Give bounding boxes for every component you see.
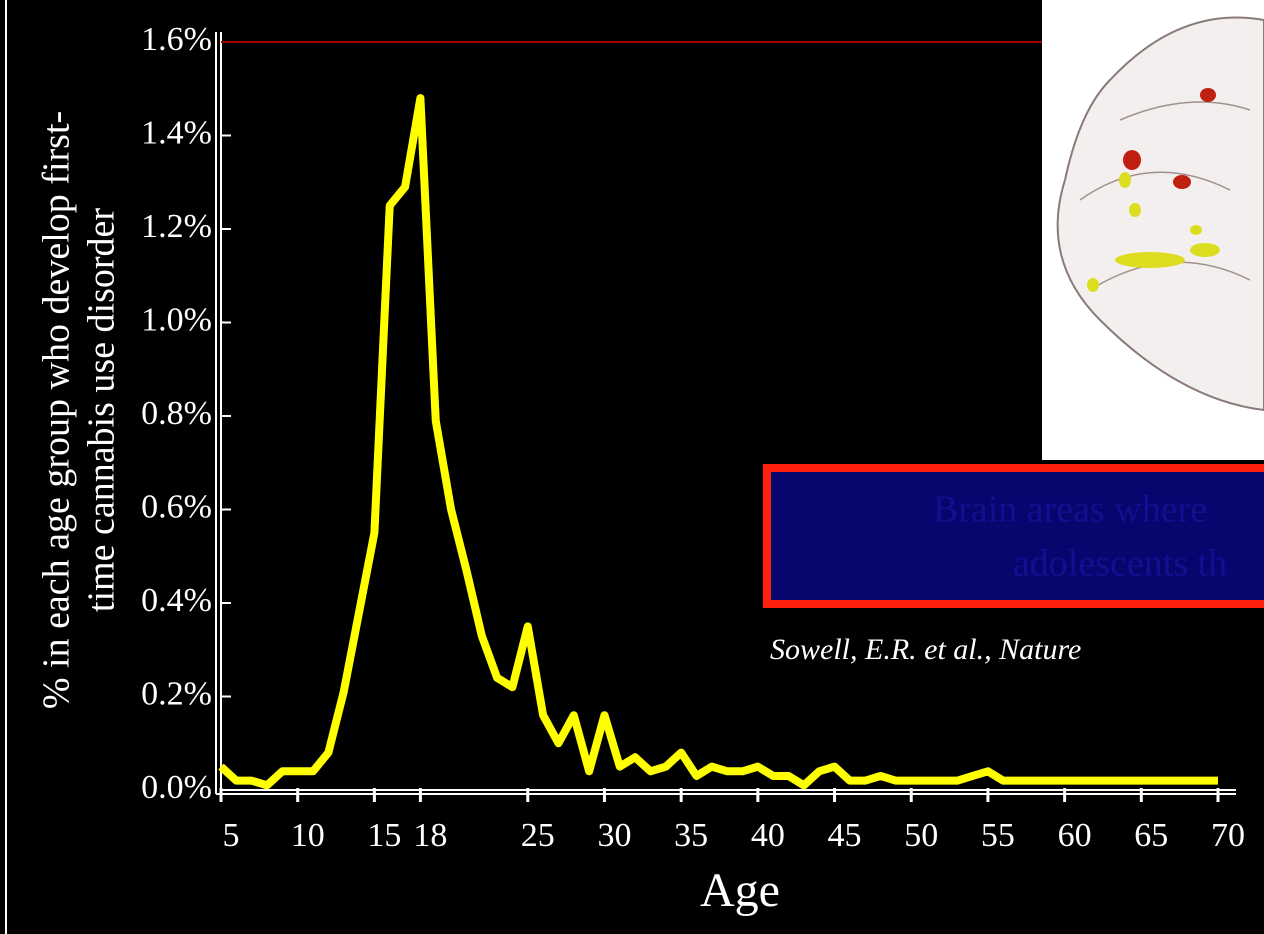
x-tick-label: 18: [413, 817, 447, 854]
x-tick-label: 15: [367, 817, 401, 854]
y-tick-label: 1.4%: [141, 114, 212, 151]
x-axis-label: Age: [700, 864, 780, 917]
x-tick-label: 60: [1058, 817, 1092, 854]
y-tick-label: 0.2%: [141, 675, 212, 712]
x-tick-label: 40: [751, 817, 785, 854]
x-tick-label: 55: [981, 817, 1015, 854]
x-tick-label: 30: [597, 817, 631, 854]
x-tick-label: 35: [674, 817, 708, 854]
caption-line: Brain areas where: [933, 489, 1207, 531]
y-tick-label: 0.4%: [141, 582, 212, 619]
x-tick-label: 10: [291, 817, 325, 854]
x-tick-label: 25: [521, 817, 555, 854]
y-tick-label: 1.6%: [141, 21, 212, 58]
y-tick-label: 1.2%: [141, 208, 212, 245]
x-tick-label: 5: [223, 817, 240, 854]
x-tick-label: 65: [1134, 817, 1168, 854]
caption-box: [763, 464, 1264, 608]
x-tick-label: 50: [904, 817, 938, 854]
y-axis-label: time cannabis use disorder: [81, 208, 123, 613]
brain-image: [1042, 0, 1264, 460]
x-tick-label: 45: [828, 817, 862, 854]
y-tick-label: 0.6%: [141, 488, 212, 525]
y-tick-label: 1.0%: [141, 301, 212, 338]
caption-line: adolescents th: [1013, 543, 1227, 585]
data-line: [218, 94, 1218, 790]
y-axis-label: % in each age group who develop first-: [36, 111, 78, 709]
y-tick-label: 0.8%: [141, 395, 212, 432]
x-tick-label: 70: [1211, 817, 1245, 854]
y-tick-label: 0.0%: [141, 769, 212, 806]
citation: Sowell, E.R. et al., Nature: [770, 633, 1081, 666]
